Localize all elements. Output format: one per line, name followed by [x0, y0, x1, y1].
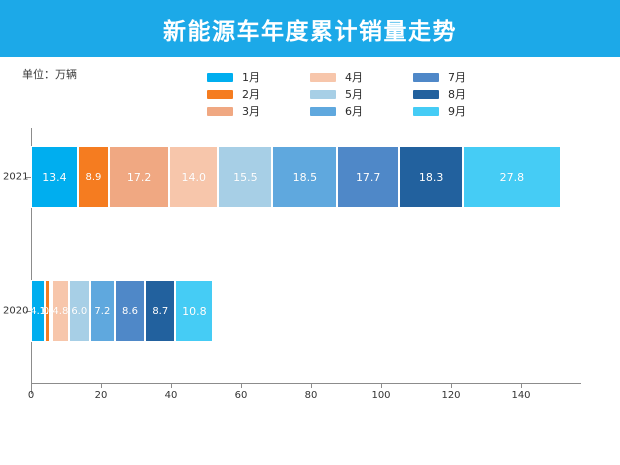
- y-axis-tick-mark: [26, 177, 31, 178]
- x-axis-tick-mark: [381, 384, 382, 388]
- bar-segment[interactable]: 17.2: [109, 146, 170, 208]
- bar-segment[interactable]: 15.5: [218, 146, 273, 208]
- legend-item[interactable]: 7月: [413, 69, 516, 86]
- legend-item[interactable]: 1月: [207, 69, 310, 86]
- legend-item-label: 8月: [448, 88, 466, 101]
- legend-item-label: 6月: [345, 105, 363, 118]
- bar-segment[interactable]: 4.1: [30, 280, 47, 342]
- bar-segment[interactable]: 1.2: [39, 280, 55, 342]
- bar-segment[interactable]: 10.8: [175, 280, 214, 342]
- bar-segment-value-label: 4.1: [30, 305, 47, 317]
- bar-segment[interactable]: 17.7: [337, 146, 400, 208]
- x-axis-tick-label: 0: [27, 390, 35, 401]
- bar-segment-value-label: 1.2: [39, 305, 56, 317]
- legend-swatch-icon: [413, 73, 439, 82]
- bar-segment-value-label: 8.9: [85, 171, 102, 183]
- bar-segment-value-label: 7.2: [94, 305, 111, 317]
- bar-segment[interactable]: 13.4: [31, 146, 78, 208]
- bar-segment-value-label: 8.6: [122, 305, 138, 317]
- stacked-bar-2021: 13.4 8.9 17.2 14.0 15.5 18.5 17.7 18.3 27.8: [31, 146, 561, 208]
- legend-swatch-icon: [310, 90, 336, 99]
- chart-legend: 1月 2月 3月 4月 5月 6月 7月 8月 9月: [207, 69, 516, 120]
- legend-item-label: 1月: [242, 71, 260, 84]
- legend-item-label: 4月: [345, 71, 363, 84]
- bar-segment[interactable]: 6.0: [68, 280, 90, 342]
- legend-item[interactable]: 8月: [413, 86, 516, 103]
- bar-segment[interactable]: 27.8: [463, 146, 561, 208]
- x-axis-tick-mark: [101, 384, 102, 388]
- bar-segment[interactable]: 4.8: [51, 280, 69, 342]
- bar-segment-value-label: 8.7: [152, 305, 169, 317]
- legend-swatch-icon: [310, 73, 336, 82]
- legend-item[interactable]: 5月: [310, 86, 413, 103]
- bar-segment-value-label: 13.4: [42, 170, 67, 184]
- bar-segment-value-label: 17.7: [355, 170, 381, 184]
- legend-swatch-icon: [413, 90, 439, 99]
- legend-item[interactable]: 6月: [310, 103, 413, 120]
- legend-item-label: 9月: [448, 105, 466, 118]
- bar-segment-value-label: 6.0: [71, 305, 88, 317]
- x-axis-tick-label: 80: [304, 390, 318, 401]
- page-title: 新能源车年度累计销量走势: [163, 18, 457, 45]
- bar-segment[interactable]: 8.9: [77, 146, 110, 208]
- legend-swatch-icon: [207, 107, 233, 116]
- bar-segment[interactable]: 18.3: [399, 146, 464, 208]
- bar-segment[interactable]: 0.7: [43, 280, 59, 342]
- bar-segment-value-label: 27.8: [499, 170, 525, 184]
- legend-item[interactable]: 9月: [413, 103, 516, 120]
- x-axis-tick-mark: [521, 384, 522, 388]
- legend-swatch-icon: [413, 107, 439, 116]
- x-axis-tick-label: 100: [371, 390, 391, 401]
- x-axis-tick-label: 20: [94, 390, 108, 401]
- bar-segment-value-label: 10.8: [182, 304, 207, 318]
- bar-segment-value-label: 4.8: [52, 305, 69, 317]
- bar-segment[interactable]: 8.6: [114, 280, 146, 342]
- legend-item-label: 2月: [242, 88, 260, 101]
- bar-segment-value-label: 18.5: [292, 170, 318, 184]
- bar-segment-value-label: 18.3: [418, 170, 444, 184]
- legend-item-label: 7月: [448, 71, 466, 84]
- bar-segment[interactable]: 8.7: [145, 280, 176, 342]
- bar-segment-value-label: 14.0: [181, 170, 206, 184]
- bar-segment[interactable]: 18.5: [272, 146, 338, 208]
- y-axis-tick-mark: [26, 311, 31, 312]
- legend-swatch-icon: [310, 107, 336, 116]
- title-banner: 新能源车年度累计销量走势: [0, 0, 620, 57]
- legend-item[interactable]: 2月: [207, 86, 310, 103]
- x-axis-tick-mark: [451, 384, 452, 388]
- x-axis-line: [31, 383, 581, 384]
- chart-plot-area: 0 20 40 60 80 100 120 140 2021 13.4 8.9 17.2 14.0 15.…: [0, 120, 620, 420]
- x-axis-tick-mark: [311, 384, 312, 388]
- x-axis-tick-label: 120: [441, 390, 461, 401]
- stacked-bar-2020: 4.1 1.2 0.7 4.8 6.0 7.2 8.6 8.7 10.8: [30, 280, 214, 342]
- x-axis-tick-label: 60: [234, 390, 248, 401]
- y-axis-tick-label: 2020: [3, 305, 29, 317]
- x-axis-tick-mark: [171, 384, 172, 388]
- bar-segment-value-label: 17.2: [126, 170, 152, 184]
- legend-item[interactable]: 4月: [310, 69, 413, 86]
- bar-segment[interactable]: 7.2: [89, 280, 115, 342]
- unit-note: 单位：万辆: [22, 68, 77, 81]
- y-axis-line: [31, 128, 32, 394]
- legend-item[interactable]: 3月: [207, 103, 310, 120]
- x-axis-tick-label: 40: [164, 390, 178, 401]
- x-axis-tick-mark: [241, 384, 242, 388]
- bar-segment[interactable]: 14.0: [169, 146, 219, 208]
- legend-swatch-icon: [207, 73, 233, 82]
- x-axis-tick-mark: [31, 384, 32, 388]
- y-axis-tick-label: 2021: [3, 171, 29, 183]
- x-axis-tick-label: 140: [511, 390, 531, 401]
- bar-segment-value-label: 0.7: [42, 305, 59, 317]
- bar-segment-value-label: 15.5: [233, 170, 258, 184]
- legend-item-label: 3月: [242, 105, 260, 118]
- legend-swatch-icon: [207, 90, 233, 99]
- legend-item-label: 5月: [345, 88, 363, 101]
